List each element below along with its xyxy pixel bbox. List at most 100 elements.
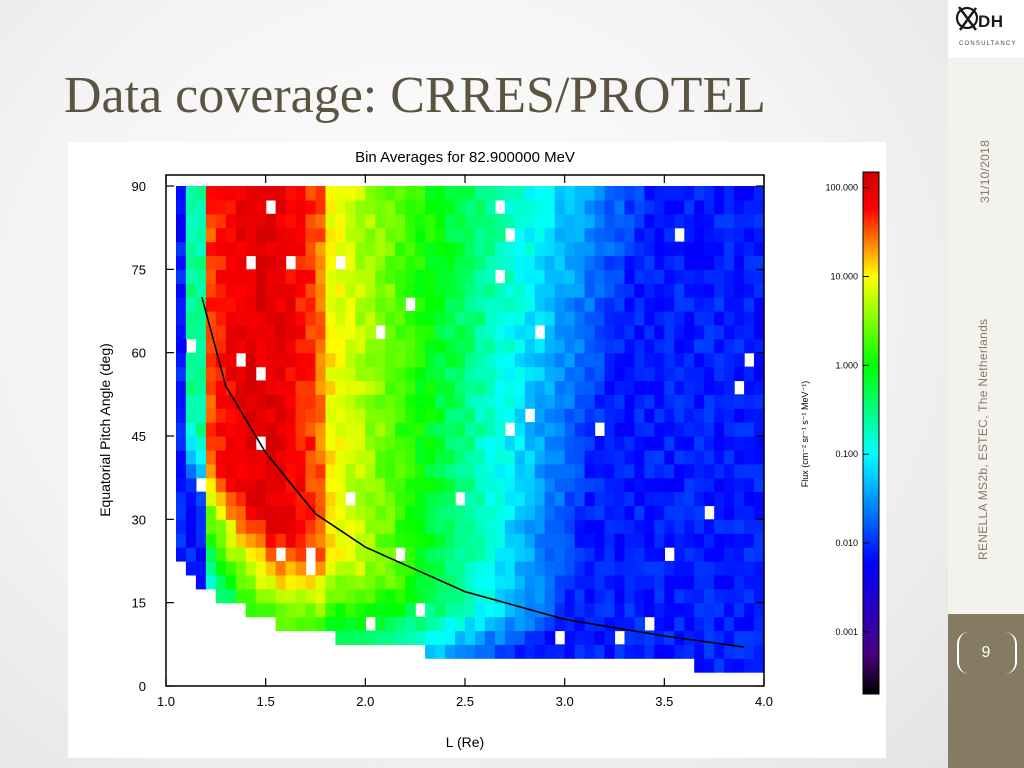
heatmap-cell [225, 519, 237, 534]
heatmap-cell [634, 338, 645, 354]
heatmap-cell [734, 213, 745, 229]
page-number-frame [957, 632, 1017, 674]
heatmap-cell [365, 324, 376, 340]
heatmap-cell [415, 255, 426, 270]
heatmap-cell [494, 213, 506, 229]
heatmap-cell [564, 533, 576, 548]
heatmap-cell [544, 505, 556, 520]
heatmap-cell [315, 380, 327, 395]
heatmap-cell [494, 533, 506, 548]
heatmap-cell [315, 574, 327, 590]
heatmap-cell [265, 324, 277, 340]
heatmap-cell [534, 547, 546, 562]
heatmap-cell [524, 477, 536, 493]
heatmap-cell [574, 283, 586, 298]
heatmap-cell [385, 283, 396, 298]
heatmap-cell [664, 574, 675, 590]
heatmap-cell [554, 491, 566, 507]
heatmap-cell [734, 630, 745, 645]
heatmap-cell [205, 477, 217, 493]
heatmap-cell [455, 352, 466, 368]
heatmap-cell [484, 338, 496, 354]
heatmap-cell [285, 533, 297, 548]
heatmap-cell [445, 352, 456, 368]
heatmap-cell [654, 408, 665, 423]
heatmap-cell [744, 449, 755, 465]
heatmap-cell [245, 505, 257, 520]
heatmap-cell [255, 380, 267, 395]
heatmap-cell [465, 199, 476, 215]
heatmap-cell [425, 561, 436, 576]
heatmap-cell [494, 324, 506, 340]
heatmap-cell [435, 561, 446, 576]
heatmap-cell [724, 394, 735, 409]
heatmap-cell [465, 324, 476, 340]
heatmap-cell [205, 505, 217, 520]
heatmap-cell [484, 533, 496, 548]
heatmap-cell [285, 408, 297, 423]
heatmap-cell [664, 366, 675, 382]
heatmap-cell [744, 338, 755, 354]
heatmap-cell [714, 311, 725, 326]
heatmap-cell [584, 547, 596, 562]
heatmap-cell [554, 602, 566, 618]
heatmap-cell [355, 241, 366, 257]
heatmap-cell [694, 658, 705, 673]
heatmap-cell [554, 366, 566, 382]
heatmap-cell [744, 408, 755, 423]
heatmap-cell [624, 297, 636, 312]
heatmap-cell [624, 477, 636, 493]
heatmap-cell [335, 505, 346, 520]
heatmap-cell [205, 186, 217, 201]
heatmap-cell [275, 505, 287, 520]
heatmap-cell [405, 324, 416, 340]
heatmap-cell [624, 366, 636, 382]
heatmap-cell [285, 297, 297, 312]
heatmap-cell [604, 505, 616, 520]
heatmap-cell [554, 213, 566, 229]
heatmap-cell [385, 213, 396, 229]
heatmap-cell [534, 394, 546, 409]
heatmap-cell [335, 408, 346, 423]
heatmap-cell [524, 199, 536, 215]
heatmap-cell [744, 491, 755, 507]
heatmap-cell [514, 533, 526, 548]
heatmap-cell [415, 297, 426, 312]
heatmap-cell [554, 463, 566, 479]
heatmap-cell [415, 338, 426, 354]
heatmap-cell [744, 186, 755, 201]
heatmap-cell [405, 519, 416, 534]
heatmap-cell [265, 436, 277, 451]
heatmap-cell [584, 477, 596, 493]
heatmap-cell [674, 283, 685, 298]
heatmap-cell [624, 519, 636, 534]
heatmap-cell [574, 366, 586, 382]
heatmap-cell [365, 630, 376, 645]
heatmap-cell [355, 463, 366, 479]
heatmap-cell [584, 338, 596, 354]
heatmap-cell [694, 574, 705, 590]
heatmap-cell [205, 436, 217, 451]
heatmap-cell [644, 519, 655, 534]
heatmap-cell [345, 547, 356, 562]
heatmap-cell [295, 366, 307, 382]
heatmap-cell [704, 547, 715, 562]
heatmap-cell [475, 422, 486, 437]
heatmap-cell [305, 491, 317, 507]
heatmap-cell [504, 186, 516, 201]
heatmap-cell [524, 366, 536, 382]
heatmap-cell [514, 297, 526, 312]
heatmap-cell [664, 297, 675, 312]
heatmap-cell [584, 602, 596, 618]
x-tick-label: 2.5 [456, 694, 474, 709]
heatmap-cell [754, 255, 765, 270]
y-tick-label: 30 [132, 512, 146, 527]
heatmap-cell [674, 366, 685, 382]
heatmap-cell [325, 380, 337, 395]
heatmap-cell [385, 574, 396, 590]
heatmap-cell [365, 283, 376, 298]
heatmap-cell [574, 269, 586, 284]
heatmap-cell [494, 422, 506, 437]
heatmap-cell [574, 311, 586, 326]
heatmap-cell [554, 422, 566, 437]
